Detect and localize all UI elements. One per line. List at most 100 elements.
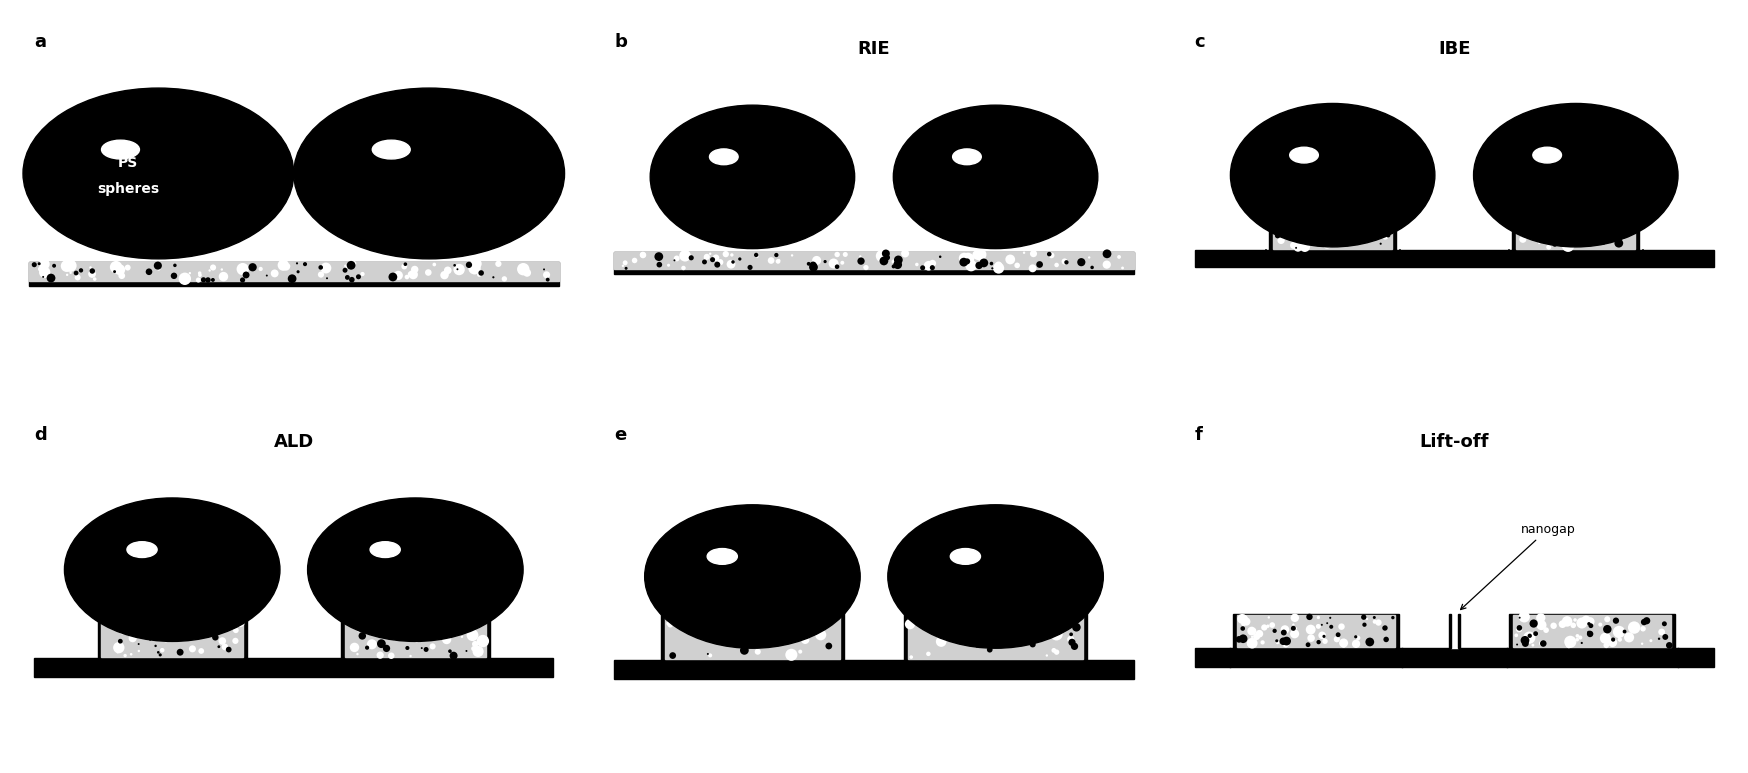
Point [218, 618, 246, 631]
Point [407, 633, 435, 645]
Point [1634, 615, 1662, 628]
Point [659, 649, 687, 662]
Point [1655, 639, 1683, 652]
Point [379, 271, 407, 283]
Point [656, 568, 683, 581]
Point [1344, 206, 1372, 219]
Ellipse shape [1533, 147, 1561, 163]
Point [1358, 217, 1386, 230]
Point [1547, 220, 1575, 233]
Point [762, 249, 790, 261]
Point [1516, 632, 1543, 644]
Point [669, 582, 697, 594]
Text: Lift-off: Lift-off [1419, 433, 1489, 451]
Point [1606, 633, 1634, 645]
Point [1295, 221, 1323, 233]
Point [467, 267, 495, 279]
Point [101, 261, 129, 274]
Text: spheres: spheres [96, 182, 159, 196]
Point [1334, 225, 1362, 237]
Ellipse shape [951, 549, 981, 564]
Point [1308, 207, 1335, 220]
Point [1592, 638, 1620, 651]
Point [1617, 199, 1645, 212]
Point [393, 631, 421, 643]
Point [1648, 626, 1676, 638]
Point [1370, 621, 1398, 633]
Point [117, 648, 145, 660]
Point [341, 642, 369, 654]
Point [1362, 219, 1390, 231]
Point [820, 257, 848, 270]
Point [965, 259, 993, 271]
Point [949, 256, 977, 268]
Point [1526, 611, 1554, 624]
Point [1372, 633, 1400, 645]
Point [1264, 230, 1292, 242]
Point [1245, 628, 1273, 640]
Point [977, 619, 1005, 632]
Point [808, 570, 836, 582]
Text: b: b [614, 33, 628, 52]
Point [434, 264, 461, 277]
Point [1619, 623, 1647, 635]
Point [1302, 230, 1330, 242]
Point [110, 598, 138, 611]
Point [732, 608, 760, 621]
Bar [661, 567, 844, 660]
Point [1255, 611, 1283, 624]
Point [98, 608, 126, 620]
Point [1605, 626, 1633, 638]
Bar [614, 660, 1134, 679]
Point [460, 642, 488, 655]
Point [918, 617, 946, 629]
Point [1092, 258, 1120, 271]
Point [809, 609, 837, 621]
Point [201, 631, 229, 643]
Point [1596, 200, 1624, 213]
Point [1262, 204, 1290, 216]
Point [946, 581, 974, 593]
Point [1613, 202, 1641, 214]
Point [439, 649, 467, 662]
Point [645, 258, 673, 271]
Point [306, 261, 334, 274]
Bar [909, 567, 1082, 659]
Ellipse shape [308, 498, 523, 642]
Point [381, 634, 409, 646]
Point [161, 259, 189, 271]
Point [1302, 218, 1330, 230]
Point [1316, 220, 1344, 233]
Point [173, 609, 201, 621]
Point [161, 597, 189, 609]
Point [378, 623, 406, 635]
Point [1577, 615, 1605, 628]
Text: PS: PS [117, 156, 138, 170]
Point [467, 599, 495, 611]
Point [1042, 259, 1070, 271]
Point [690, 256, 718, 268]
Point [124, 645, 152, 657]
Point [1019, 638, 1047, 651]
Point [1568, 637, 1596, 649]
Point [759, 632, 787, 645]
Point [1238, 625, 1266, 637]
Point [66, 264, 94, 277]
Point [1603, 201, 1631, 213]
Point [260, 267, 288, 280]
Ellipse shape [1231, 104, 1435, 247]
Point [369, 608, 397, 621]
Bar [1194, 250, 1715, 267]
Point [414, 267, 442, 279]
Point [1280, 618, 1308, 631]
Point [397, 650, 425, 662]
Point [358, 638, 386, 651]
Point [771, 607, 799, 619]
Bar [1449, 614, 1451, 649]
Point [956, 584, 984, 597]
Point [1559, 226, 1587, 238]
Point [1545, 226, 1573, 239]
Point [225, 616, 253, 628]
Point [1269, 626, 1297, 638]
Point [1030, 579, 1058, 591]
